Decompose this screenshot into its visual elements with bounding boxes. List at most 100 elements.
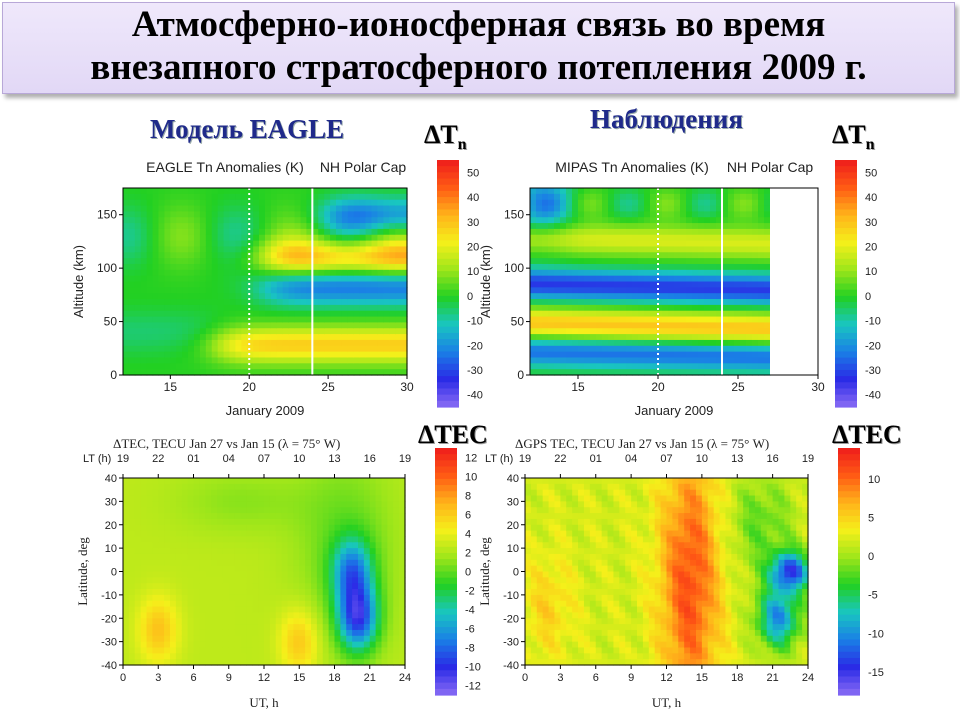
heatmap-cell <box>782 316 789 323</box>
heatmap-cell <box>241 299 248 306</box>
heatmap-cell <box>638 246 645 253</box>
heatmap-cell <box>252 478 259 485</box>
colorbar-segment <box>437 369 459 377</box>
colorbar-segment <box>435 670 457 678</box>
heatmap-cell <box>686 357 693 364</box>
heatmap-cell <box>614 363 621 370</box>
heatmap-cell <box>259 281 266 288</box>
heatmap-cell <box>365 345 373 353</box>
colorbar-segment <box>435 454 457 461</box>
heatmap-cell <box>536 228 543 236</box>
heatmap-cell <box>387 559 394 567</box>
heatmap-cell <box>770 217 777 224</box>
heatmap-cell <box>328 524 336 532</box>
heatmap-cell <box>740 193 747 201</box>
heatmap-cell <box>788 345 795 353</box>
heatmap-cell <box>270 275 278 283</box>
heatmap-cell <box>572 228 579 236</box>
heatmap-cell <box>170 211 177 218</box>
heatmap-cell <box>800 334 807 341</box>
heatmap-cell <box>223 205 231 212</box>
heatmap-cell <box>632 263 639 271</box>
heatmap-cell <box>176 334 183 341</box>
heatmap-cell <box>662 240 669 248</box>
heatmap-cell <box>217 240 225 248</box>
heatmap-cell <box>369 629 377 637</box>
heatmap-cell <box>152 659 159 666</box>
heatmap-cell <box>674 334 681 341</box>
heatmap-cell <box>211 304 219 312</box>
heatmap-cell <box>560 328 567 335</box>
heatmap-cell <box>300 357 308 364</box>
heatmap-cell <box>264 641 271 649</box>
heatmap-cell <box>193 629 200 637</box>
heatmap-cell <box>662 234 669 242</box>
heatmap-cell <box>282 228 290 236</box>
heatmap-cell <box>381 565 388 573</box>
heatmap-cell <box>300 293 308 300</box>
heatmap-cell <box>788 363 795 370</box>
heatmap-cell <box>134 263 142 271</box>
heatmap-cell <box>530 258 537 265</box>
heatmap-cell <box>330 246 337 253</box>
heatmap-cell <box>554 351 561 359</box>
heatmap-cell <box>650 258 657 265</box>
heatmap-cell <box>590 304 597 312</box>
heatmap-cell <box>371 351 379 359</box>
heatmap-cell <box>235 363 242 370</box>
heatmap-cell <box>123 188 130 195</box>
heatmap-cell <box>312 293 319 300</box>
heatmap-cell <box>752 263 759 271</box>
heatmap-cell <box>650 193 657 201</box>
heatmap-cell <box>123 281 130 288</box>
heatmap-cell <box>276 205 284 212</box>
heatmap-cell <box>140 322 148 329</box>
heatmap-cell <box>788 246 795 253</box>
heatmap-cell <box>371 363 379 370</box>
heatmap-cell <box>686 334 693 341</box>
heatmap-cell <box>175 536 183 543</box>
heatmap-cell <box>265 345 272 353</box>
heatmap-cell <box>211 542 218 549</box>
heatmap-cell <box>566 293 573 300</box>
heatmap-cell <box>265 240 272 248</box>
heatmap-cell <box>626 299 633 306</box>
heatmap-cell <box>194 293 201 300</box>
heatmap-cell <box>170 357 177 364</box>
heatmap-cell <box>352 518 359 526</box>
heatmap-cell <box>205 594 212 602</box>
heatmap-cell <box>287 553 294 561</box>
heatmap-cell <box>181 606 189 613</box>
heatmap-cell <box>334 495 341 502</box>
heatmap-cell <box>542 571 550 578</box>
heatmap-cell <box>128 258 136 265</box>
heatmap-cell <box>399 618 406 625</box>
heatmap-cell <box>318 234 325 242</box>
heatmap-cell <box>306 299 313 306</box>
heatmap-cell <box>324 258 331 265</box>
heatmap-cell <box>176 287 183 294</box>
heatmap-cell <box>336 293 343 300</box>
heatmap-cell <box>235 211 242 218</box>
heatmap-cell <box>393 518 400 526</box>
heatmap-cell <box>590 258 597 265</box>
heatmap-cell <box>650 263 657 271</box>
heatmap-cell <box>359 258 367 265</box>
heatmap-cell <box>164 345 171 353</box>
heatmap-cell <box>770 351 777 359</box>
heatmap-cell <box>281 478 289 485</box>
heatmap-cell <box>692 263 699 271</box>
heatmap-cell <box>222 641 230 649</box>
heatmap-cell <box>686 316 693 323</box>
heatmap-cell <box>650 304 657 312</box>
heatmap-cell <box>246 583 253 590</box>
heatmap-cell <box>776 293 783 300</box>
heatmap-cell <box>170 489 177 497</box>
heatmap-cell <box>596 263 603 271</box>
heatmap-cell <box>359 369 367 376</box>
heatmap-cell <box>383 351 390 359</box>
heatmap-cell <box>240 559 247 567</box>
heatmap-cell <box>182 211 189 218</box>
heatmap-cell <box>662 322 669 329</box>
heatmap-cell <box>264 577 271 584</box>
